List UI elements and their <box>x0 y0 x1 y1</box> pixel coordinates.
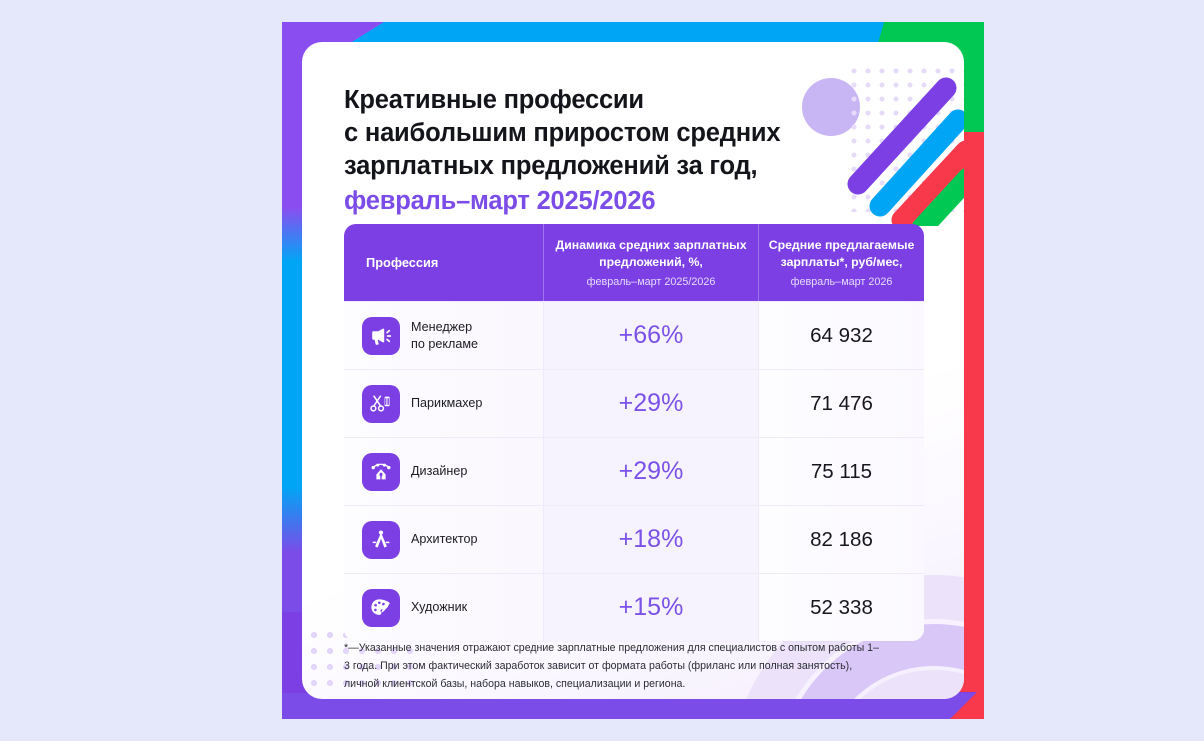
table-row: Художник +15% 52 338 <box>344 573 924 641</box>
cell-profession: Парикмахер <box>344 370 543 437</box>
cell-profession: Художник <box>344 574 543 641</box>
cell-growth: +18% <box>543 506 759 573</box>
decorative-arcs-icon <box>746 575 964 699</box>
table-header-profession: Профессия <box>344 224 543 301</box>
profession-label-line2: по рекламе <box>411 336 478 351</box>
cell-salary: 52 338 <box>759 574 924 641</box>
table-header-profession-label: Профессия <box>366 255 439 270</box>
cell-growth: +15% <box>543 574 759 641</box>
table-header-growth-period: февраль–март 2025/2026 <box>586 276 716 289</box>
poster-frame: Креативные профессии с наибольшим прирос… <box>282 22 984 719</box>
profession-label: Дизайнер <box>411 464 468 479</box>
profession-label: Художник <box>411 600 468 615</box>
infographic-card: Креативные профессии с наибольшим прирос… <box>302 42 964 699</box>
table-row: Дизайнер +29% 75 115 <box>344 437 924 505</box>
title-line-3: зарплатных предложений за год, <box>344 151 758 180</box>
scissors-comb-icon <box>362 384 400 423</box>
table-row: Парикмахер +29% 71 476 <box>344 369 924 437</box>
title-line-2: с наибольшим приростом средних <box>344 118 781 147</box>
page-title: Креативные профессии с наибольшим прирос… <box>344 84 844 218</box>
table-header-growth-label: Динамика средних зарплатных предложений,… <box>555 237 747 269</box>
cell-salary: 82 186 <box>759 506 924 573</box>
decorative-diagonal-stripes-icon <box>847 77 964 226</box>
profession-label: Парикмахер <box>411 396 483 411</box>
cell-growth: +29% <box>543 438 759 505</box>
cell-salary: 75 115 <box>759 438 924 505</box>
title-subtitle-period: февраль–март 2025/2026 <box>344 186 656 215</box>
salary-table: Профессия Динамика средних зарплатных пр… <box>344 224 924 641</box>
megaphone-icon <box>362 316 400 355</box>
table-header-salary-label: Средние предлагаемые зарплаты*, руб/мес, <box>768 237 915 269</box>
profession-label: Менеджер по рекламе <box>411 319 478 352</box>
compass-icon <box>362 520 400 559</box>
cell-growth: +29% <box>543 370 759 437</box>
table-row: Архитектор +18% 82 186 <box>344 505 924 573</box>
profession-label: Архитектор <box>411 532 478 547</box>
table-header-row: Профессия Динамика средних зарплатных пр… <box>344 224 924 301</box>
table-header-growth: Динамика средних зарплатных предложений,… <box>543 224 759 301</box>
cell-growth: +66% <box>543 302 759 369</box>
cell-salary: 64 932 <box>759 302 924 369</box>
cell-profession: Дизайнер <box>344 438 543 505</box>
profession-label-line1: Менеджер <box>411 319 473 334</box>
palette-brush-icon <box>362 588 400 627</box>
pen-tool-icon <box>362 452 400 491</box>
table-row: Менеджер по рекламе +66% 64 932 <box>344 301 924 369</box>
cell-profession: Архитектор <box>344 506 543 573</box>
footnote: *—Указанные значения отражают средние за… <box>344 642 879 691</box>
cell-profession: Менеджер по рекламе <box>344 302 543 369</box>
table-header-salary: Средние предлагаемые зарплаты*, руб/мес,… <box>759 224 924 301</box>
cell-salary: 71 476 <box>759 370 924 437</box>
title-line-1: Креативные профессии <box>344 86 644 114</box>
table-header-salary-period: февраль–март 2026 <box>790 276 893 289</box>
